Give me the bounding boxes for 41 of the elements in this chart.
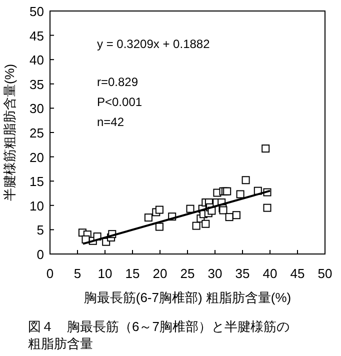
x-tick-label: 30 [208, 266, 222, 281]
caption: 図４ 胸最長筋（6～7胸椎部）と半腱様筋の粗脂肪含量 [28, 318, 290, 352]
point [192, 222, 200, 230]
y-tick-label: 45 [30, 28, 44, 44]
annotation: P<0.001 [97, 95, 142, 109]
point [236, 190, 244, 198]
y-tick-label: 50 [30, 4, 44, 19]
point [263, 204, 272, 212]
x-tick-label: 20 [152, 266, 168, 281]
y-tick-label: 35 [30, 76, 44, 92]
x-tick-label: 45 [290, 266, 305, 281]
point [225, 213, 234, 222]
annotation: r=0.829 [97, 75, 138, 89]
x-tick-label: 35 [235, 266, 250, 281]
x-tick-label: 0 [46, 266, 54, 281]
annotation: n=42 [97, 115, 124, 129]
y-tick-label: 30 [30, 101, 44, 116]
point [202, 220, 210, 228]
x-tick-label: 15 [125, 266, 140, 281]
x-axis-title: 胸最長筋(6-7胸椎部) 粗脂肪含量(%) [84, 290, 292, 305]
annotation: y = 0.3209x + 0.1882 [97, 37, 210, 51]
x-tick-label: 25 [180, 266, 195, 281]
x-tick-label: 10 [98, 266, 112, 281]
y-tick-label: 15 [30, 174, 44, 190]
point [155, 222, 164, 231]
point [242, 176, 250, 184]
y-tick-label: 5 [36, 222, 44, 238]
y-axis-title: 半腱様筋粗脂肪含量(%) [2, 64, 17, 202]
point [262, 144, 270, 153]
x-tick-label: 40 [262, 266, 278, 281]
x-tick-label: 5 [74, 266, 82, 281]
point [144, 214, 152, 222]
point [232, 211, 240, 220]
y-tick-label: 0 [36, 247, 44, 262]
x-tick-label: 50 [318, 266, 332, 281]
y-tick-label: 20 [30, 150, 44, 165]
point [186, 204, 194, 213]
y-tick-label: 10 [30, 198, 44, 214]
y-tick-label: 40 [30, 52, 44, 68]
y-tick-label: 25 [30, 126, 44, 140]
point [155, 206, 164, 214]
